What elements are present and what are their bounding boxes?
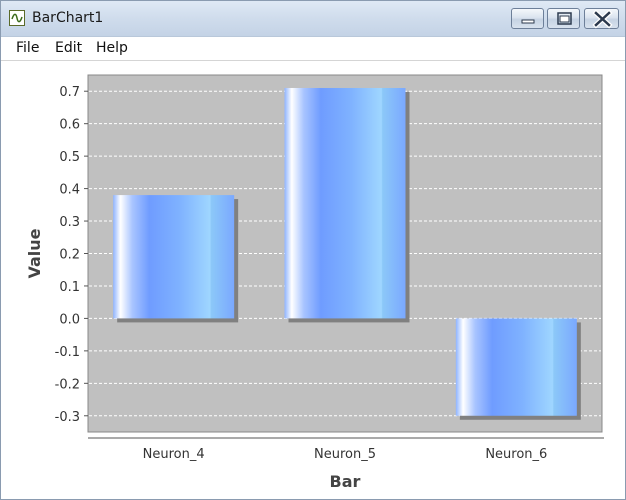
y-tick-label: 0.0 xyxy=(59,312,80,327)
bar-neuron_4 xyxy=(113,195,235,319)
minimize-icon xyxy=(521,19,535,24)
y-tick-label: 0.3 xyxy=(59,215,80,230)
bar-neuron_5 xyxy=(284,87,406,319)
menu-help[interactable]: Help xyxy=(96,40,128,56)
y-tick-label: 0.2 xyxy=(59,248,80,263)
menu-edit[interactable]: Edit xyxy=(55,40,83,56)
x-axis-title: Bar xyxy=(330,472,361,491)
maximize-icon xyxy=(557,12,572,25)
bar-chart: -0.3 -0.2 -0.1 0.0 0.1 0.2 0.3 0.4 0.5 0.6 0.7 Neur… xyxy=(25,74,604,491)
close-icon xyxy=(592,9,613,29)
y-tick-label: -0.3 xyxy=(55,410,80,425)
x-tick-label: Neuron_6 xyxy=(485,447,547,462)
window-title: BarChart1 xyxy=(32,10,104,26)
y-tick-label: 0.1 xyxy=(59,280,80,295)
y-tick-label: -0.2 xyxy=(55,377,80,392)
chart-app-icon xyxy=(9,10,25,26)
minimize-button[interactable] xyxy=(511,8,544,29)
close-button[interactable] xyxy=(584,8,619,29)
y-axis-title: Value xyxy=(25,228,44,278)
y-tick-label: 0.5 xyxy=(59,150,80,165)
y-tick-label: 0.6 xyxy=(59,118,80,133)
x-tick-label: Neuron_5 xyxy=(314,447,376,462)
y-tick-label: -0.1 xyxy=(55,345,80,360)
x-tick-label: Neuron_4 xyxy=(143,447,205,462)
y-tick-label: 0.7 xyxy=(59,85,80,100)
menu-file[interactable]: File xyxy=(16,40,40,56)
y-tick-label: 0.4 xyxy=(59,183,80,198)
bar-neuron_6 xyxy=(455,318,577,416)
maximize-button[interactable] xyxy=(547,8,580,29)
title-bar[interactable]: BarChart1 xyxy=(1,1,625,37)
menu-bar: File Edit Help xyxy=(1,37,625,61)
